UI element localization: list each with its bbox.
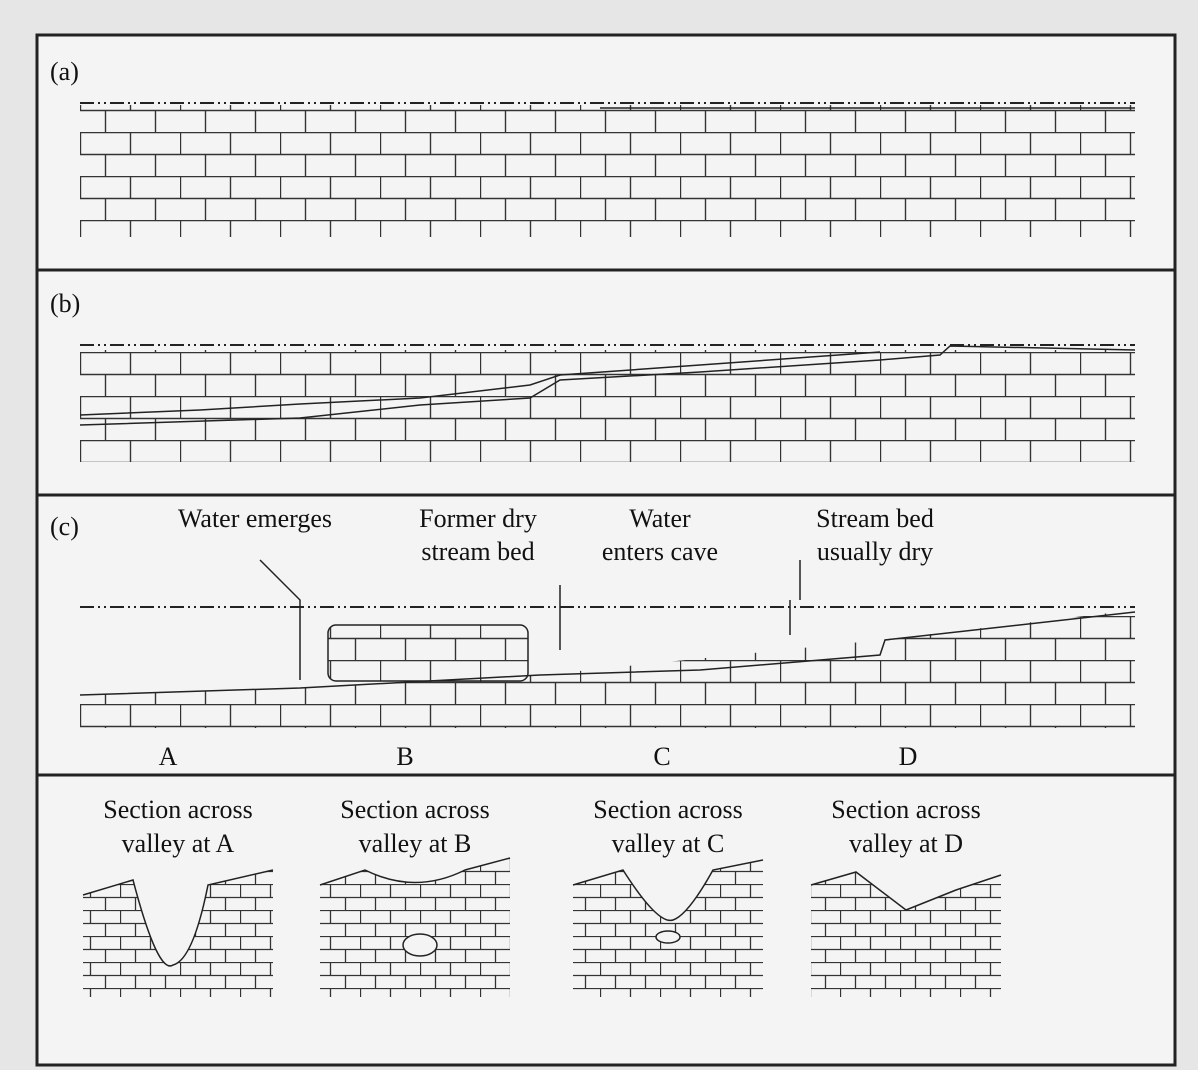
section-title: Section across <box>103 795 252 824</box>
panel-label: (c) <box>50 512 79 541</box>
cave <box>402 933 438 957</box>
section-title: valley at C <box>612 829 725 858</box>
panel-label: (a) <box>50 57 79 86</box>
annotation: Stream bed <box>816 504 934 533</box>
section-title: valley at A <box>122 829 235 858</box>
stream <box>79 345 1136 426</box>
section-title: valley at D <box>849 829 963 858</box>
annotation: Water emerges <box>178 504 332 533</box>
point-label: B <box>396 742 413 771</box>
limestone <box>80 105 1135 237</box>
annotation: enters cave <box>602 537 718 566</box>
valley-profile <box>319 857 511 886</box>
point-label: C <box>653 742 670 771</box>
valley-profile <box>810 871 1002 911</box>
section-title: valley at B <box>359 829 472 858</box>
limestone <box>80 350 1135 462</box>
valley-profile <box>82 869 274 967</box>
annotation: usually dry <box>817 537 933 566</box>
valley-profile <box>572 859 764 922</box>
point-label: D <box>899 742 918 771</box>
former-bed <box>327 624 529 682</box>
stream <box>79 611 1136 696</box>
section-title: Section across <box>593 795 742 824</box>
annotation: Former dry <box>419 504 537 533</box>
section-title: Section across <box>831 795 980 824</box>
annotation: stream bed <box>421 537 534 566</box>
former-stream <box>79 351 881 416</box>
cave <box>655 930 681 944</box>
annotation: Water <box>629 504 691 533</box>
panel-label: (b) <box>50 289 80 318</box>
section-title: Section across <box>340 795 489 824</box>
leader-lines <box>259 559 801 680</box>
point-label: A <box>159 742 178 771</box>
